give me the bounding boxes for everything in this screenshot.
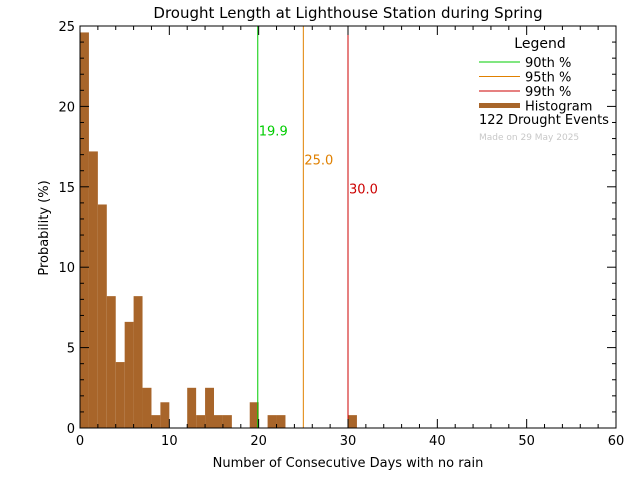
x-tick-label: 10 [161, 434, 178, 449]
chart-title: Drought Length at Lighthouse Station dur… [153, 4, 542, 22]
legend-title: Legend [514, 36, 565, 52]
legend-item-label: Histogram [525, 100, 592, 115]
legend-item-label: 95th % [525, 71, 571, 86]
x-tick-label: 0 [76, 434, 84, 449]
histogram-bar [151, 415, 161, 428]
histogram-bar [196, 415, 206, 428]
legend-event-count: 122 Drought Events [479, 113, 609, 128]
histogram-bar [106, 296, 116, 428]
histogram-bar [88, 151, 98, 428]
x-tick-label: 40 [429, 434, 446, 449]
y-tick-label: 20 [58, 100, 75, 115]
legend-made-on: Made on 29 May 2025 [479, 133, 579, 143]
histogram-bar [348, 415, 357, 428]
y-tick-label: 10 [58, 261, 75, 276]
histogram-bar [133, 296, 143, 428]
x-tick-label: 30 [340, 434, 357, 449]
legend-item-label: 90th % [525, 56, 571, 71]
percentile-label: 19.9 [259, 125, 288, 140]
histogram-bar [267, 415, 277, 428]
x-tick-label: 20 [250, 434, 267, 449]
axes: 0 10 20 30 40 50 60 0 5 10 15 20 25 [58, 20, 624, 449]
histogram-bar [205, 387, 214, 428]
y-tick-label: 25 [58, 20, 75, 35]
y-tick-label: 15 [58, 181, 75, 196]
histogram-bar [142, 387, 152, 428]
histogram-bar [160, 402, 170, 428]
histogram-bar [115, 362, 125, 428]
histogram-bar [249, 402, 259, 428]
histogram-bar [97, 204, 107, 428]
y-axis-label: Probability (%) [37, 180, 52, 275]
histogram-bar [276, 415, 286, 428]
x-tick-label: 50 [518, 434, 535, 449]
histogram-bar [222, 415, 232, 428]
histogram-bar [80, 32, 89, 428]
histogram-bars [80, 32, 357, 428]
x-axis-label: Number of Consecutive Days with no rain [213, 456, 484, 471]
legend: Legend 90th %95th %99th %Histogram 122 D… [479, 36, 609, 143]
percentile-label: 30.0 [349, 182, 378, 197]
percentile-lines: 19.9 25.0 30.0 [257, 26, 378, 428]
histogram-bar [124, 321, 134, 428]
histogram-bar [187, 387, 197, 428]
legend-item-label: 99th % [525, 85, 571, 100]
percentile-label: 25.0 [304, 153, 333, 168]
x-tick-label: 60 [608, 434, 625, 449]
y-tick-label: 0 [67, 422, 75, 437]
histogram-bar [214, 415, 223, 428]
y-tick-label: 5 [67, 342, 75, 357]
